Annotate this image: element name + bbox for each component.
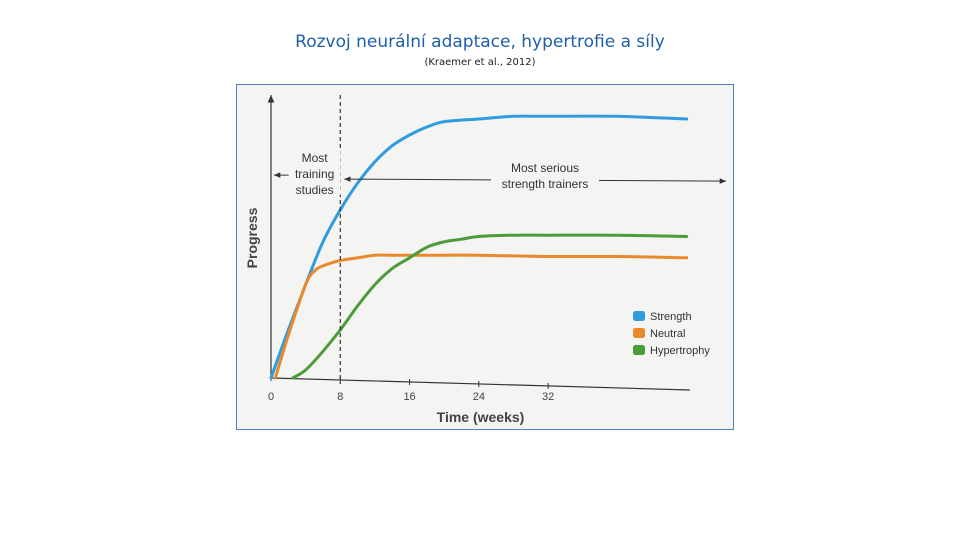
legend: Strength Neutral Hypertrophy: [633, 311, 710, 357]
legend-label-strength: Strength: [650, 311, 692, 323]
left-label-bg: [288, 149, 341, 196]
x-axis-label: Time (weeks): [437, 409, 525, 425]
legend-label-neutral: Neutral: [650, 328, 685, 340]
legend-label-hypertrophy: Hypertrophy: [650, 345, 710, 357]
x-tick-label: 24: [473, 391, 485, 403]
x-axis: [270, 377, 691, 391]
x-tick-label: 32: [542, 391, 554, 403]
legend-swatch-neutral: [633, 328, 645, 338]
x-tick-label: 16: [403, 391, 415, 403]
slide-title: Rozvoj neurální adaptace, hypertrofie a …: [295, 32, 665, 52]
right-label-bg: [491, 160, 599, 195]
figure-frame: 0 8 16 24 32 Time (weeks) Progress Most trainin…: [236, 84, 734, 430]
slide-subtitle: (Kraemer et al., 2012): [424, 57, 536, 68]
right-label-line: strength trainers: [502, 177, 589, 191]
y-axis-label: Progress: [244, 207, 260, 268]
axes: 0 8 16 24 32 Time (weeks) Progress: [244, 95, 691, 425]
right-label-line: Most serious: [511, 161, 579, 175]
legend-swatch-strength: [633, 311, 645, 321]
series-line-strength: [269, 114, 689, 380]
series-line-neutral: [273, 253, 689, 380]
series-layer: [269, 114, 689, 380]
left-label-line: Most: [302, 151, 329, 165]
annotation-layer: Most training studies Most serious strength …: [274, 95, 727, 384]
progress-chart: 0 8 16 24 32 Time (weeks) Progress Most trainin…: [244, 95, 727, 425]
left-label-line: studies: [296, 183, 334, 197]
legend-swatch-hypertrophy: [633, 345, 645, 355]
x-tick-label: 0: [268, 391, 274, 403]
x-tick-label: 8: [337, 391, 343, 403]
left-label-line: training: [295, 167, 334, 181]
series-line-hypertrophy: [291, 233, 689, 380]
